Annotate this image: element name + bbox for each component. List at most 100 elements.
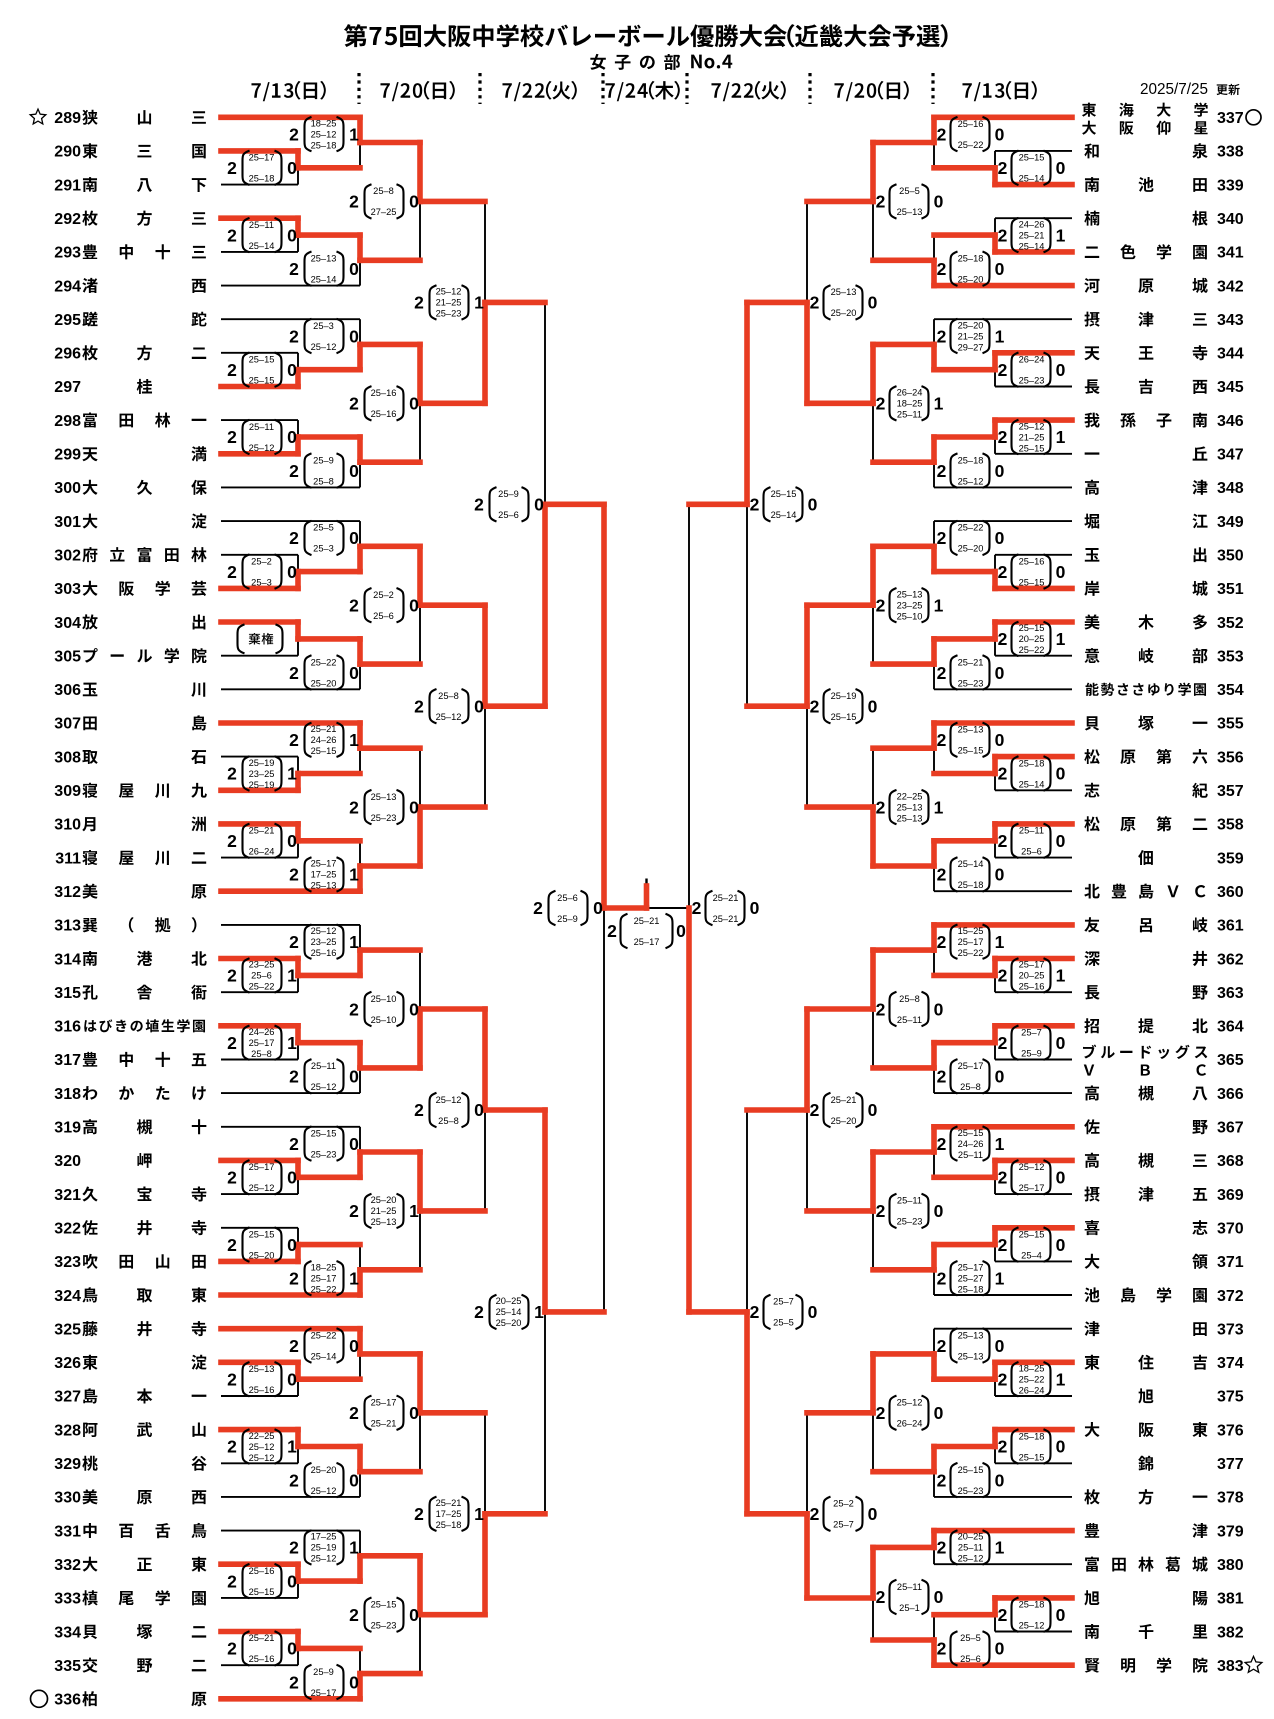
svg-text:367: 367 bbox=[1217, 1120, 1244, 1137]
svg-text:25–17: 25–17 bbox=[371, 1398, 397, 1408]
svg-text:351: 351 bbox=[1217, 581, 1244, 598]
svg-text:2: 2 bbox=[876, 192, 886, 212]
svg-text:2: 2 bbox=[227, 1437, 237, 1457]
svg-text:26–24: 26–24 bbox=[897, 1419, 923, 1429]
svg-text:26–24: 26–24 bbox=[1019, 1386, 1045, 1396]
svg-text:358: 358 bbox=[1217, 817, 1244, 834]
svg-text:346: 346 bbox=[1217, 413, 1244, 430]
svg-text:25–8: 25–8 bbox=[960, 1082, 981, 1092]
svg-text:363: 363 bbox=[1217, 985, 1244, 1002]
svg-text:25–16: 25–16 bbox=[311, 948, 337, 958]
svg-text:303: 303 bbox=[54, 581, 81, 598]
svg-text:316: 316 bbox=[54, 1019, 81, 1036]
svg-text:2: 2 bbox=[227, 1235, 237, 1255]
svg-text:2: 2 bbox=[227, 831, 237, 851]
svg-text:25–12: 25–12 bbox=[436, 1095, 462, 1105]
svg-text:2: 2 bbox=[937, 259, 947, 279]
svg-text:26–24: 26–24 bbox=[897, 388, 923, 398]
svg-text:25–15: 25–15 bbox=[249, 376, 275, 386]
svg-text:2: 2 bbox=[414, 1100, 424, 1120]
svg-text:25–18: 25–18 bbox=[1019, 758, 1045, 768]
svg-text:26–24: 26–24 bbox=[249, 847, 275, 857]
svg-text:25–6: 25–6 bbox=[557, 893, 578, 903]
svg-text:0: 0 bbox=[1056, 1437, 1066, 1457]
svg-text:25–21: 25–21 bbox=[249, 826, 275, 836]
svg-text:25–12: 25–12 bbox=[1019, 1621, 1045, 1631]
svg-text:2: 2 bbox=[998, 225, 1008, 245]
svg-text:25–13: 25–13 bbox=[897, 813, 923, 823]
svg-text:25–18: 25–18 bbox=[958, 880, 984, 890]
svg-text:1: 1 bbox=[349, 124, 359, 144]
svg-text:25–12: 25–12 bbox=[1019, 1162, 1045, 1172]
svg-text:353: 353 bbox=[1217, 648, 1244, 665]
svg-text:373: 373 bbox=[1217, 1321, 1244, 1338]
svg-text:0: 0 bbox=[287, 158, 297, 178]
svg-text:25–20: 25–20 bbox=[311, 678, 337, 688]
svg-text:0: 0 bbox=[934, 1587, 944, 1607]
svg-text:2: 2 bbox=[998, 1437, 1008, 1457]
svg-text:1: 1 bbox=[349, 1538, 359, 1558]
svg-text:359: 359 bbox=[1217, 850, 1244, 867]
svg-text:25–20: 25–20 bbox=[311, 1465, 337, 1475]
svg-text:25–15: 25–15 bbox=[249, 355, 275, 365]
svg-text:2: 2 bbox=[227, 764, 237, 784]
svg-text:301: 301 bbox=[54, 514, 81, 531]
svg-text:378: 378 bbox=[1217, 1490, 1244, 1507]
svg-text:342: 342 bbox=[1217, 278, 1244, 295]
svg-text:2: 2 bbox=[349, 192, 359, 212]
svg-text:21–25: 21–25 bbox=[958, 331, 984, 341]
svg-text:324: 324 bbox=[54, 1288, 81, 1305]
svg-text:25–5: 25–5 bbox=[899, 186, 920, 196]
svg-text:0: 0 bbox=[1056, 562, 1066, 582]
svg-text:375: 375 bbox=[1217, 1389, 1244, 1406]
svg-text:0: 0 bbox=[1056, 1033, 1066, 1053]
svg-text:350: 350 bbox=[1217, 548, 1244, 565]
svg-text:25–21: 25–21 bbox=[713, 893, 739, 903]
svg-text:0: 0 bbox=[474, 696, 484, 716]
svg-text:25–11: 25–11 bbox=[311, 1061, 336, 1071]
svg-text:25–12: 25–12 bbox=[436, 287, 462, 297]
svg-text:25–18: 25–18 bbox=[958, 254, 984, 264]
svg-text:2: 2 bbox=[349, 1403, 359, 1423]
svg-text:372: 372 bbox=[1217, 1288, 1244, 1305]
svg-text:25–19: 25–19 bbox=[249, 780, 275, 790]
svg-text:0: 0 bbox=[995, 1470, 1005, 1490]
svg-text:331: 331 bbox=[54, 1523, 81, 1540]
svg-text:25–7: 25–7 bbox=[773, 1297, 794, 1307]
svg-text:25–15: 25–15 bbox=[958, 1465, 984, 1475]
svg-text:25–23: 25–23 bbox=[958, 678, 984, 688]
svg-text:2: 2 bbox=[810, 293, 820, 313]
svg-text:25–23: 25–23 bbox=[897, 1217, 923, 1227]
svg-text:25–11: 25–11 bbox=[249, 422, 274, 432]
svg-text:25–8: 25–8 bbox=[438, 691, 459, 701]
svg-text:23–25: 23–25 bbox=[249, 960, 275, 970]
svg-text:24–26: 24–26 bbox=[958, 1139, 984, 1149]
svg-text:25–2: 25–2 bbox=[833, 1499, 854, 1509]
svg-text:25–8: 25–8 bbox=[251, 1049, 272, 1059]
svg-text:0: 0 bbox=[995, 865, 1005, 885]
svg-text:2: 2 bbox=[474, 495, 484, 515]
svg-text:1: 1 bbox=[474, 293, 484, 313]
svg-text:0: 0 bbox=[349, 1336, 359, 1356]
svg-text:25–22: 25–22 bbox=[958, 948, 984, 958]
svg-text:2: 2 bbox=[289, 1470, 299, 1490]
svg-text:0: 0 bbox=[934, 192, 944, 212]
svg-text:25–5: 25–5 bbox=[960, 1633, 981, 1643]
svg-text:341: 341 bbox=[1217, 245, 1244, 262]
svg-text:377: 377 bbox=[1217, 1456, 1244, 1473]
svg-text:0: 0 bbox=[593, 898, 603, 918]
svg-text:0: 0 bbox=[995, 259, 1005, 279]
svg-text:310: 310 bbox=[54, 817, 81, 834]
svg-text:2: 2 bbox=[876, 1201, 886, 1221]
svg-text:361: 361 bbox=[1217, 918, 1244, 935]
svg-text:0: 0 bbox=[287, 562, 297, 582]
svg-text:25–15: 25–15 bbox=[311, 746, 337, 756]
svg-text:25–8: 25–8 bbox=[438, 1116, 459, 1126]
svg-text:2: 2 bbox=[876, 797, 886, 817]
svg-text:25–23: 25–23 bbox=[1019, 376, 1045, 386]
svg-text:25–18: 25–18 bbox=[958, 1285, 984, 1295]
svg-text:0: 0 bbox=[349, 528, 359, 548]
svg-text:25–12: 25–12 bbox=[436, 712, 462, 722]
svg-text:23–25: 23–25 bbox=[311, 937, 337, 947]
svg-text:25–8: 25–8 bbox=[373, 186, 394, 196]
